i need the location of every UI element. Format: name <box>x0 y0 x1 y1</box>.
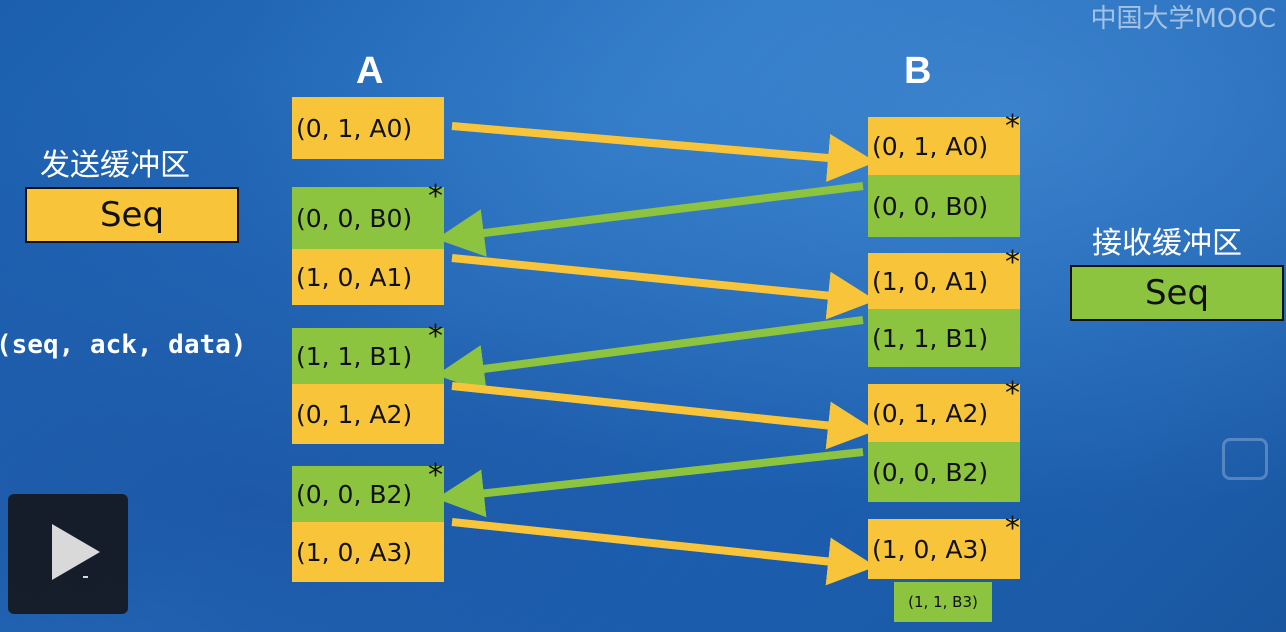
a-cell-b2: (0, 0, B2) <box>292 466 444 522</box>
b-cell-a1-star: * <box>1005 245 1020 280</box>
b-cell-a0-star: * <box>1005 109 1020 144</box>
a-cell-a2: (0, 1, A2) <box>292 384 444 444</box>
arrow-a2 <box>451 382 876 450</box>
play-button[interactable] <box>8 494 128 614</box>
a-cell-b1-star: * <box>428 319 443 354</box>
send-seq-box: Seq <box>25 187 239 243</box>
arrow-a0 <box>451 122 876 182</box>
recv-buffer-label: 接收缓冲区 <box>1092 226 1242 261</box>
b-cell-b1: (1, 1, B1) <box>868 309 1020 367</box>
play-icon <box>52 524 100 580</box>
arrow-b1 <box>436 316 864 393</box>
b-cell-a1: (1, 0, A1) <box>868 253 1020 309</box>
b-cell-b2: (0, 0, B2) <box>868 442 1020 502</box>
tuple-legend: (seq, ack, data) <box>0 330 247 360</box>
a-cell-b0: (0, 0, B0) <box>292 187 444 249</box>
host-b-label: B <box>904 50 932 92</box>
a-cell-a3: (1, 0, A3) <box>292 522 444 582</box>
a-cell-b2-star: * <box>428 458 443 493</box>
a-cell-b0-star: * <box>428 179 443 214</box>
b-cell-a2-star: * <box>1005 376 1020 411</box>
host-a-label: A <box>356 50 384 92</box>
recv-seq-box: Seq <box>1070 265 1284 321</box>
b-cell-b3-pending: (1, 1, B3) <box>894 582 992 622</box>
arrow-b0 <box>436 182 864 257</box>
logo-text: 中国大学MOOC <box>1090 4 1276 34</box>
b-cell-a0: (0, 1, A0) <box>868 117 1020 175</box>
arrow-b2 <box>436 448 864 518</box>
a-cell-a0: (0, 1, A0) <box>292 97 444 159</box>
b-cell-a2: (0, 1, A2) <box>868 384 1020 442</box>
mooc-logo: 中国大学MOOC <box>1090 0 1276 35</box>
arrow-a1 <box>451 254 876 320</box>
b-cell-b0: (0, 0, B0) <box>868 175 1020 237</box>
picture-in-picture-icon[interactable] <box>1222 438 1268 480</box>
b-cell-a3-star: * <box>1005 511 1020 546</box>
a-cell-b1: (1, 1, B1) <box>292 328 444 384</box>
b-cell-a3: (1, 0, A3) <box>868 519 1020 579</box>
send-buffer-label: 发送缓冲区 <box>40 148 190 183</box>
arrow-a3 <box>451 518 876 586</box>
a-cell-a1: (1, 0, A1) <box>292 249 444 305</box>
